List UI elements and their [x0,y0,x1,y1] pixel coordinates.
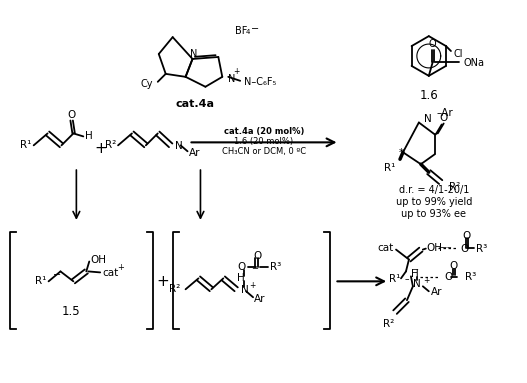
Text: N: N [413,279,421,289]
Text: 1.6: 1.6 [419,89,438,102]
Text: H: H [411,269,419,279]
Text: R²: R² [448,182,460,192]
Text: O: O [67,110,75,119]
Text: +: + [157,274,169,289]
Text: Ar: Ar [189,148,200,158]
Text: +: + [117,263,124,272]
Text: N: N [174,141,182,151]
Text: R²: R² [384,319,395,329]
Text: R¹: R¹ [384,163,395,173]
Text: O: O [461,244,469,254]
Text: –––: ––– [438,243,452,252]
Text: R²: R² [169,284,181,294]
Text: H: H [237,273,245,283]
Text: +: + [423,276,429,285]
Text: O: O [450,262,458,272]
Text: R³: R³ [270,262,281,272]
Text: −: − [411,265,418,274]
Text: Ar: Ar [431,287,442,297]
Text: 1.6 (20 mol%): 1.6 (20 mol%) [235,137,294,146]
Text: H: H [85,131,93,141]
Text: +: + [95,141,108,156]
Text: Cy: Cy [140,79,153,89]
Text: ONa: ONa [464,58,484,68]
Text: Cl: Cl [454,49,463,59]
Text: cat: cat [102,268,119,278]
Text: R¹: R¹ [388,274,400,284]
Text: 4: 4 [246,29,250,35]
Text: O: O [429,39,436,49]
Text: R¹: R¹ [35,277,46,286]
Text: R¹: R¹ [21,140,32,151]
Text: up to 93% ee: up to 93% ee [401,209,466,219]
Text: –: – [405,275,409,284]
Text: cat: cat [378,242,394,253]
Text: Ar: Ar [254,294,266,304]
Text: d.r. = 4/1-20/1: d.r. = 4/1-20/1 [398,185,469,195]
Text: *: * [398,148,404,158]
Text: N: N [424,113,432,124]
Text: 1.5: 1.5 [62,304,81,318]
Text: –Ar: –Ar [437,108,454,118]
Text: N: N [228,74,236,84]
Text: −: − [251,264,258,273]
Text: −: − [53,270,62,280]
Text: BF: BF [235,26,248,36]
Text: O: O [440,113,448,123]
Text: O: O [237,262,245,272]
Text: up to 99% yield: up to 99% yield [396,197,472,207]
Text: O: O [462,231,471,241]
Text: O: O [253,250,261,260]
Text: OH: OH [427,242,443,253]
Text: N–C₆F₅: N–C₆F₅ [244,77,276,87]
Text: N: N [241,285,249,295]
Text: CH₃CN or DCM, 0 ºC: CH₃CN or DCM, 0 ºC [222,147,306,156]
Text: cat.4a: cat.4a [176,99,215,109]
Text: +: + [233,67,240,76]
Text: +: + [249,281,256,290]
Text: R³: R³ [464,272,476,282]
Text: O: O [445,272,453,282]
Text: R³: R³ [476,244,487,254]
Text: −: − [251,24,259,34]
Text: OH: OH [90,254,106,265]
Text: R²: R² [105,140,116,151]
Text: N: N [190,49,197,59]
Text: cat.4a (20 mol%): cat.4a (20 mol%) [224,127,304,136]
